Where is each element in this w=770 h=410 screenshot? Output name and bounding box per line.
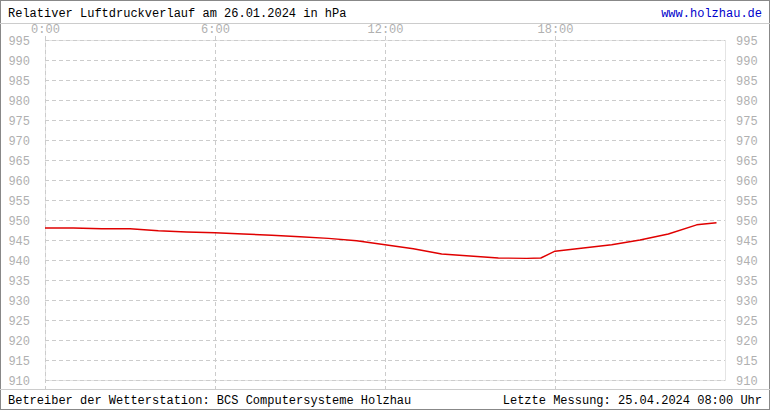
x-tick-label: 6:00 [201, 23, 230, 37]
y-tick-label: 970 [8, 135, 30, 149]
frame [1, 1, 770, 410]
y-grid [45, 180, 725, 181]
y-tick-label-right: 965 [736, 155, 758, 169]
y-tick-label: 910 [8, 375, 30, 389]
title: Relativer Luftdruckverlauf am 26.01.2024… [8, 7, 346, 21]
pressure-line [45, 223, 717, 259]
y-tick-label-right: 910 [736, 375, 758, 389]
y-tick-label-right: 945 [736, 235, 758, 249]
y-tick-label: 945 [8, 235, 30, 249]
y-tick-label: 925 [8, 315, 30, 329]
x-tick-label: 0:00 [31, 23, 60, 37]
y-tick-label: 960 [8, 175, 30, 189]
x-tick-label: 18:00 [537, 23, 573, 37]
y-tick-label: 975 [8, 115, 30, 129]
chart: 910 910 915 915 920 920 925 925 930 930 935 935 940 9… [0, 0, 770, 410]
y-tick-label-right: 990 [736, 55, 758, 69]
y-grid [45, 40, 725, 41]
y-tick-label-right: 915 [736, 355, 758, 369]
y-tick-label: 915 [8, 355, 30, 369]
operator: Betreiber der Wetterstation: BCS Compute… [8, 394, 411, 408]
y-grid [45, 280, 725, 281]
y-tick-label-right: 950 [736, 215, 758, 229]
y-grid [45, 320, 725, 321]
y-tick-label: 955 [8, 195, 30, 209]
y-tick-label-right: 920 [736, 335, 758, 349]
last-measurement: Letzte Messung: 25.04.2024 08:00 Uhr [503, 394, 762, 408]
y-tick-label-right: 955 [736, 195, 758, 209]
x-grid [385, 36, 386, 389]
footer-rule [0, 389, 770, 390]
x-grid [555, 36, 556, 389]
y-grid [45, 300, 725, 301]
y-tick-label: 930 [8, 295, 30, 309]
y-grid [45, 160, 725, 161]
y-tick-label-right: 960 [736, 175, 758, 189]
plot-frame [46, 41, 726, 381]
y-tick-label-right: 980 [736, 95, 758, 109]
x-grid [45, 36, 46, 389]
y-tick-label-right: 995 [736, 35, 758, 49]
y-tick-label: 980 [8, 95, 30, 109]
y-tick-label: 950 [8, 215, 30, 229]
x-tick-label: 12:00 [367, 23, 403, 37]
y-tick-label-right: 925 [736, 315, 758, 329]
y-tick-label: 965 [8, 155, 30, 169]
x-grid [215, 36, 216, 389]
y-tick-label-right: 985 [736, 75, 758, 89]
y-tick-label: 920 [8, 335, 30, 349]
y-tick-label-right: 935 [736, 275, 758, 289]
y-tick-label-right: 930 [736, 295, 758, 309]
y-tick-label: 935 [8, 275, 30, 289]
y-tick-label: 995 [8, 35, 30, 49]
y-tick-label-right: 940 [736, 255, 758, 269]
y-grid [45, 140, 725, 141]
y-tick-label: 985 [8, 75, 30, 89]
plot-area [45, 223, 717, 259]
y-tick-label-right: 970 [736, 135, 758, 149]
y-tick-label-right: 975 [736, 115, 758, 129]
y-tick-label: 940 [8, 255, 30, 269]
y-tick-label: 990 [8, 55, 30, 69]
site-link: www.holzhau.de [661, 7, 762, 21]
